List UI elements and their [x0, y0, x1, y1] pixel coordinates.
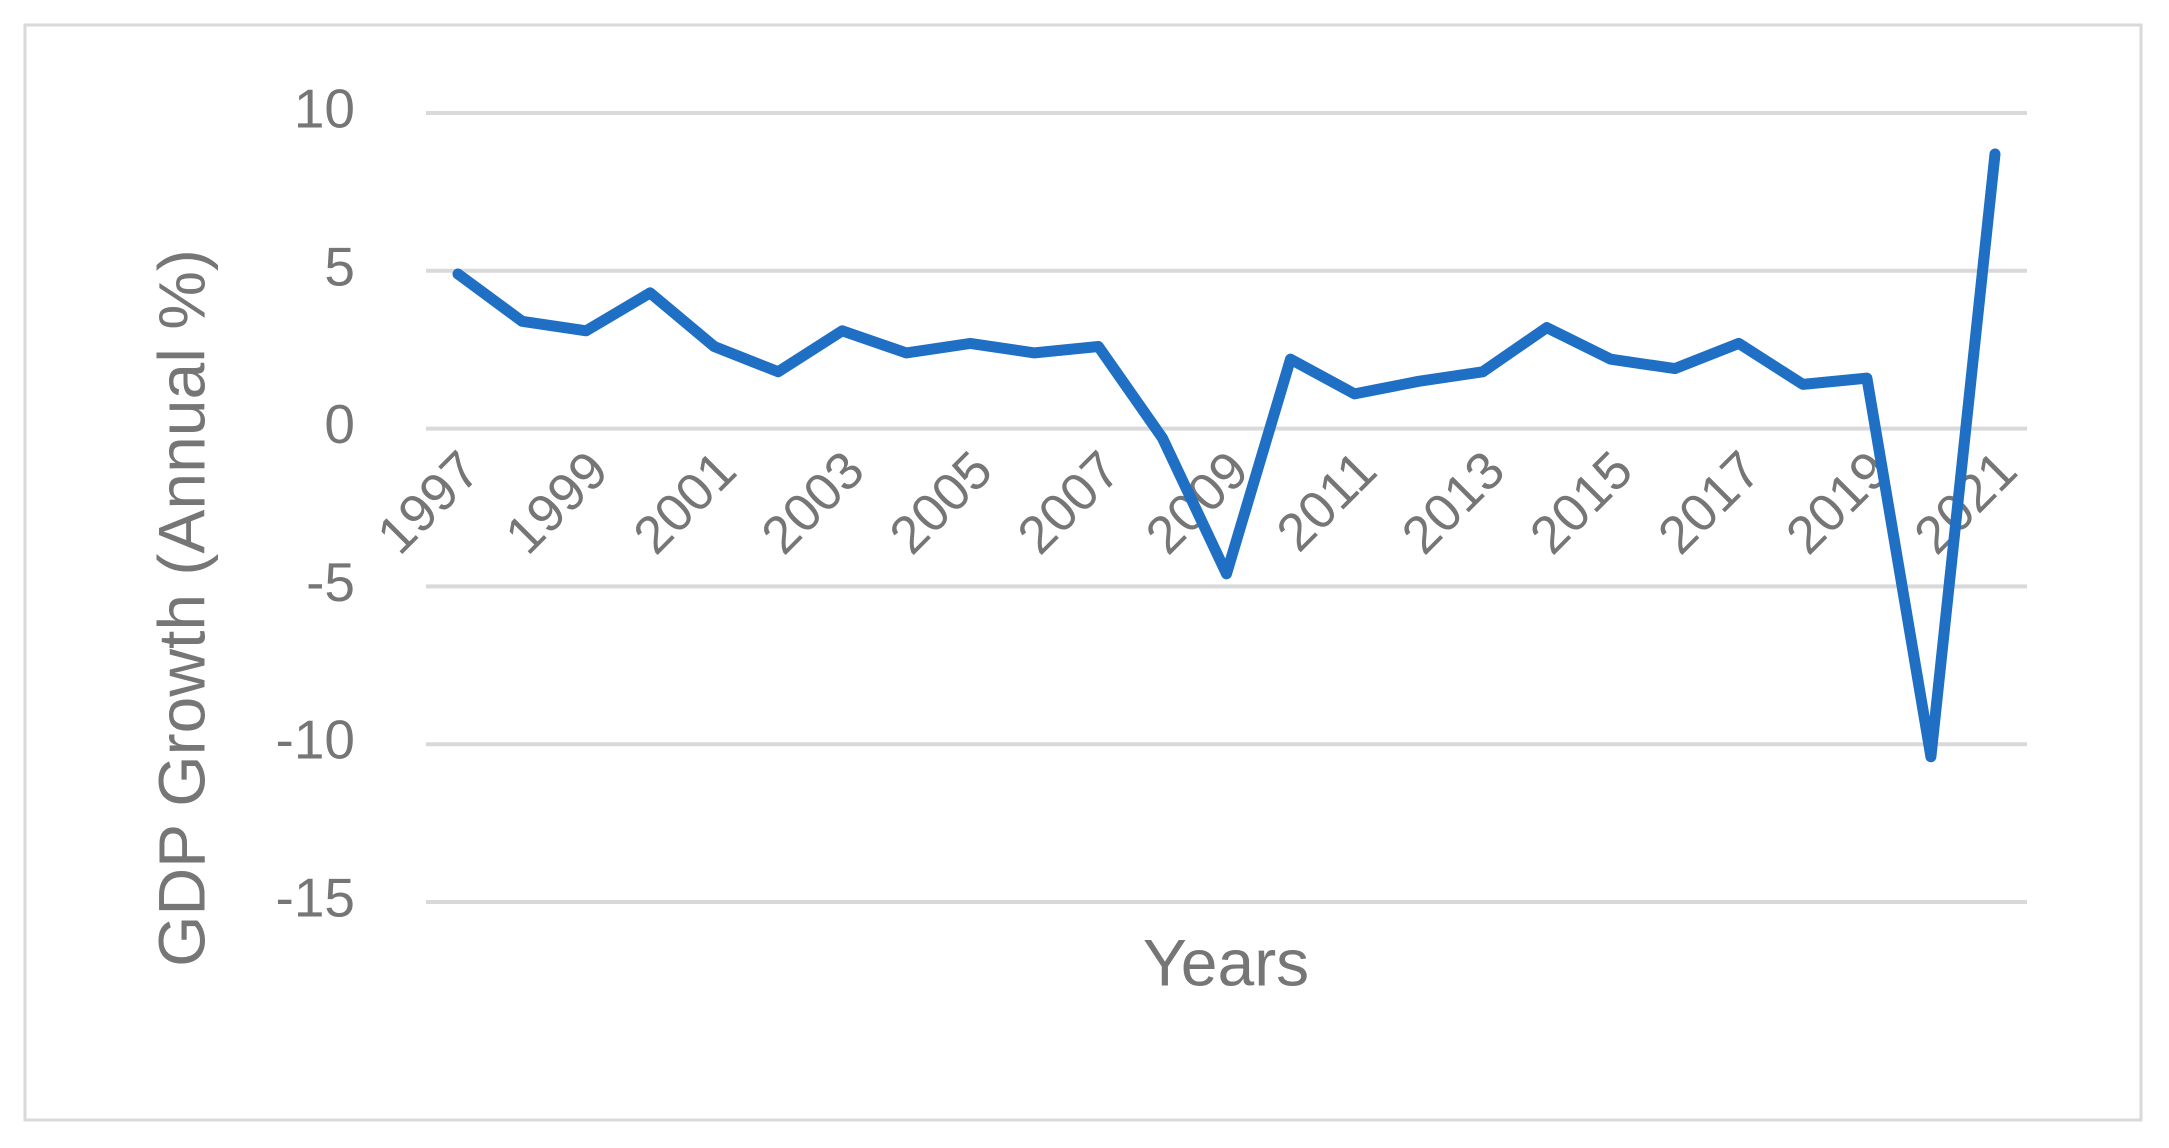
y-tick-label: -10 [276, 709, 356, 771]
chart-border [23, 23, 2143, 1122]
y-tick-label: -15 [276, 867, 356, 929]
y-axis-title: GDP Growth (Annual %) [144, 249, 218, 967]
x-axis-title: Years [1143, 925, 1309, 999]
y-tick-label: 5 [324, 235, 355, 297]
y-tick-label: 10 [294, 78, 355, 140]
y-tick-label: 0 [324, 393, 355, 455]
data-line [452, 148, 2001, 763]
y-tick-label: -5 [306, 551, 355, 613]
